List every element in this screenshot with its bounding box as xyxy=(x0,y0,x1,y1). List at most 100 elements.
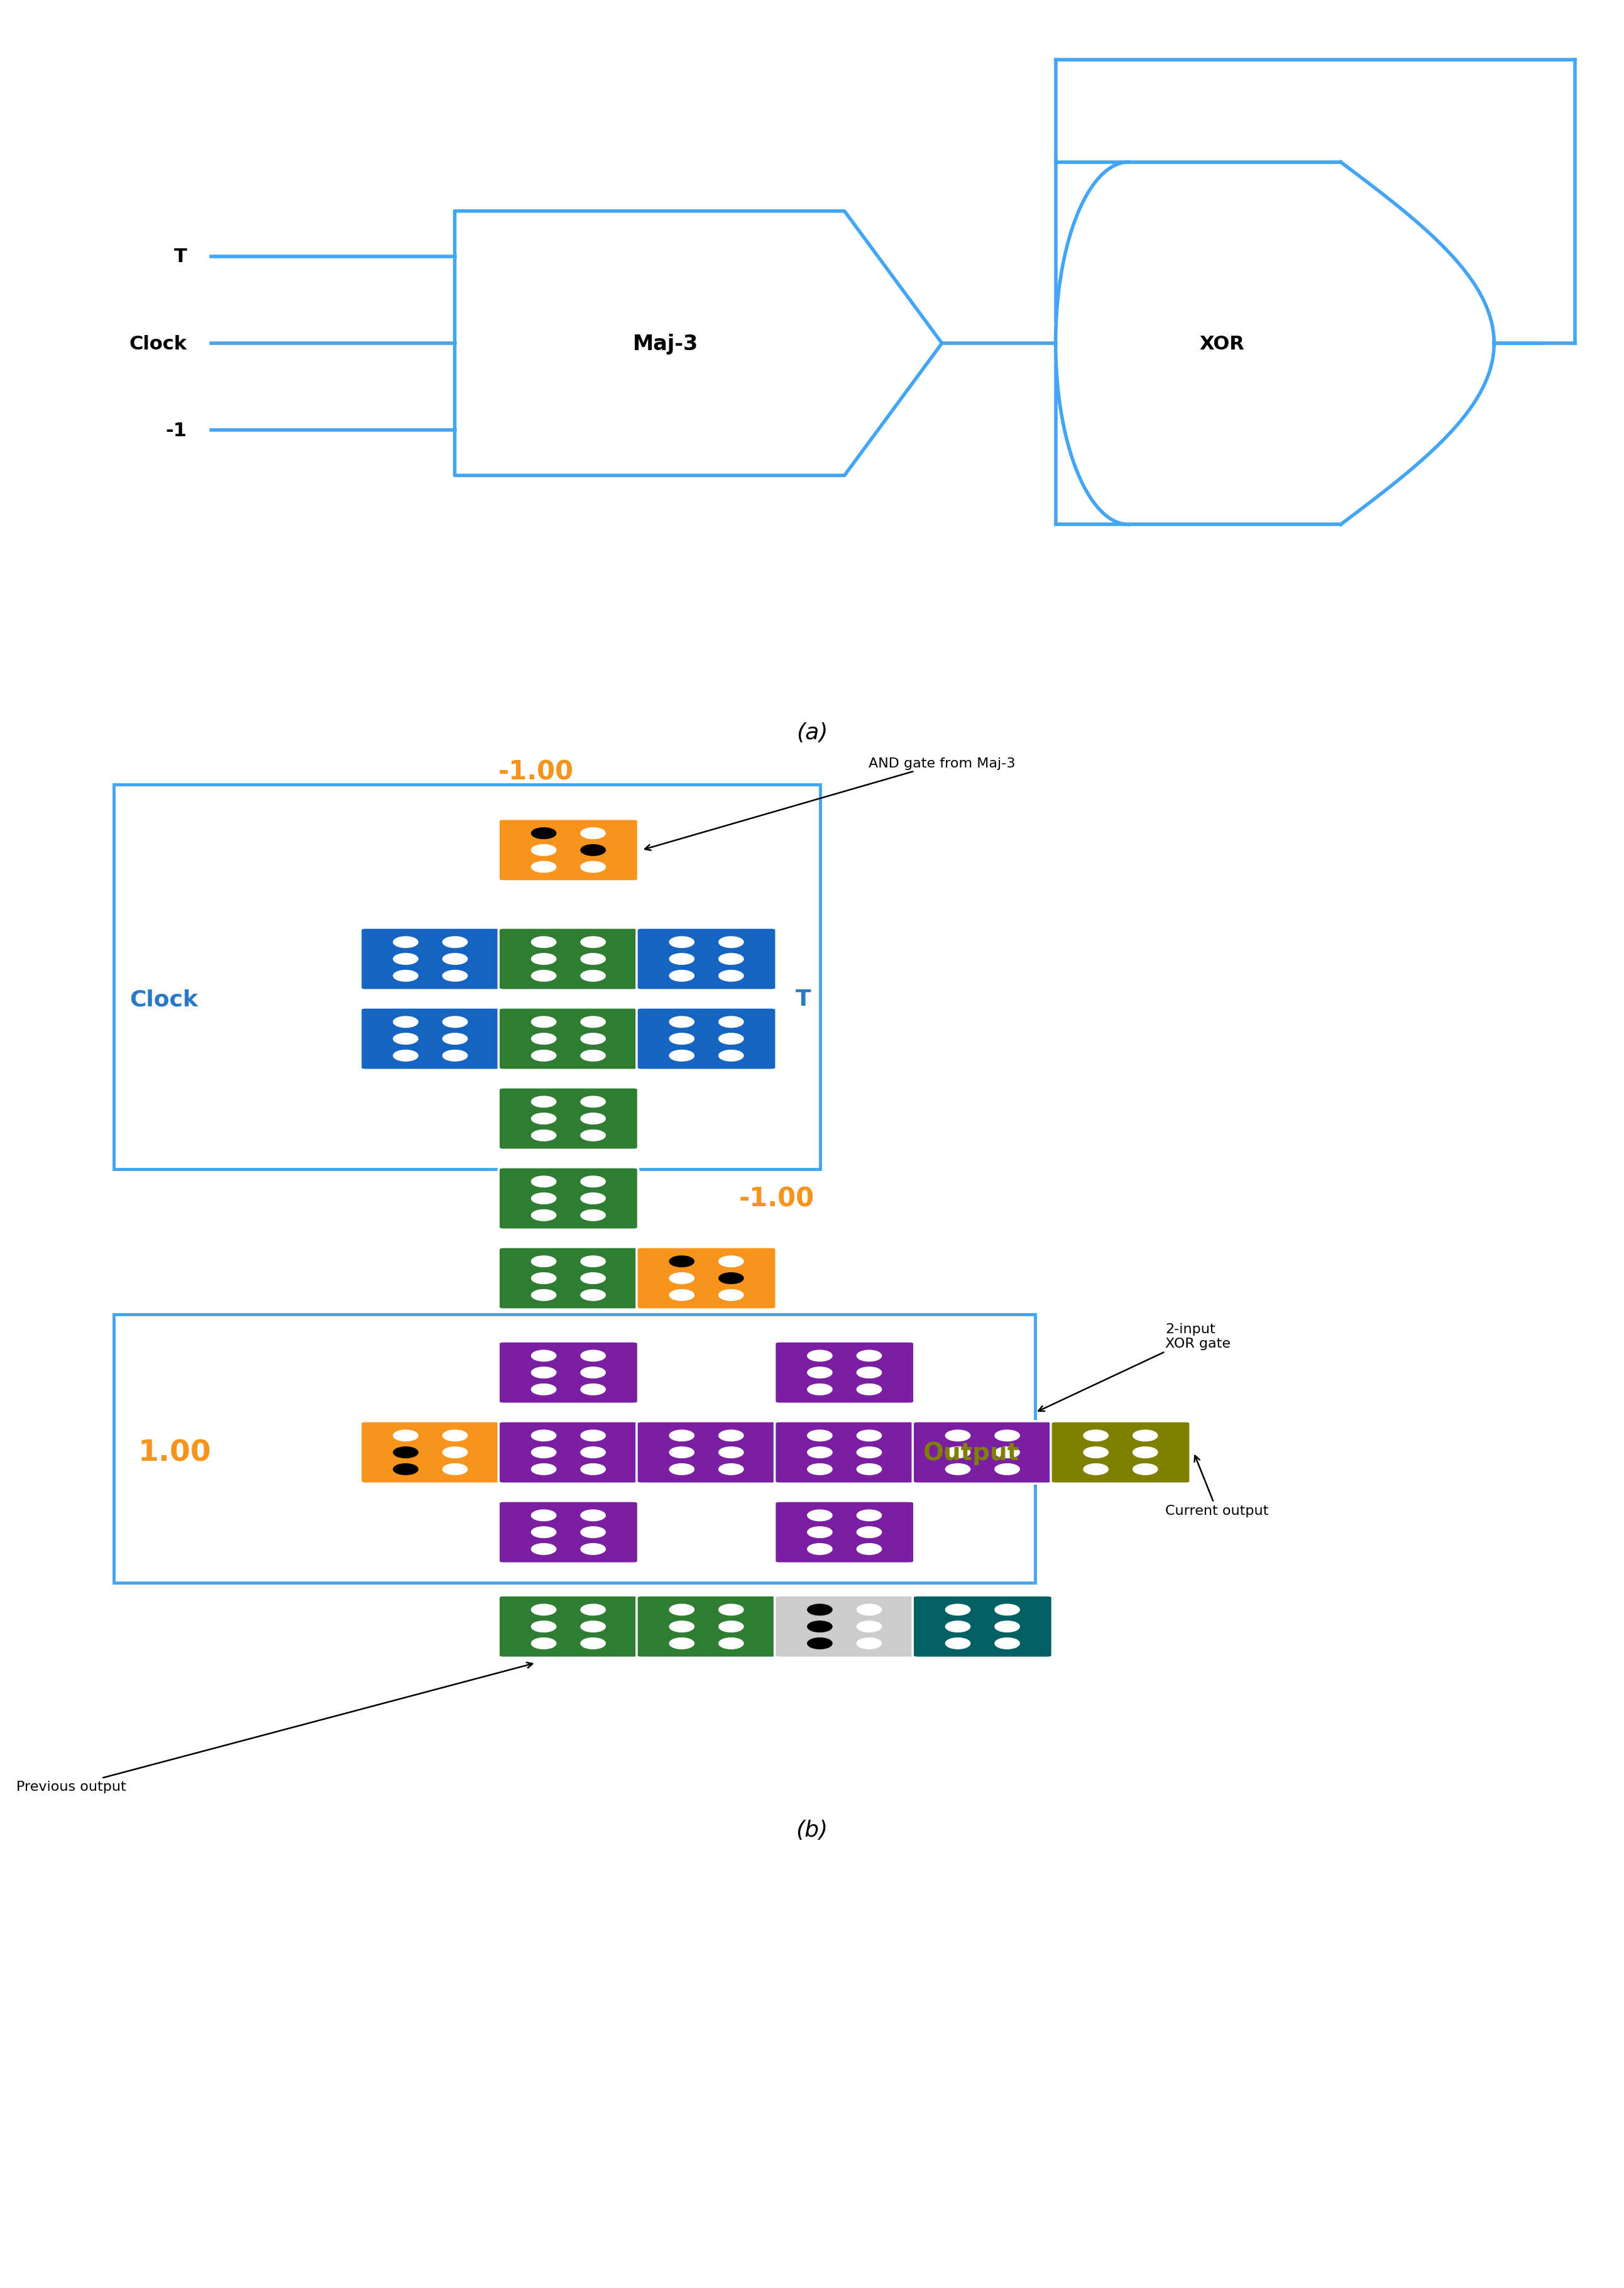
Circle shape xyxy=(581,1016,606,1027)
Circle shape xyxy=(669,1290,693,1302)
Circle shape xyxy=(1134,1430,1158,1441)
FancyBboxPatch shape xyxy=(361,1009,500,1071)
Circle shape xyxy=(669,1464,693,1476)
Circle shape xyxy=(996,1446,1020,1457)
FancyBboxPatch shape xyxy=(637,1421,776,1485)
Circle shape xyxy=(945,1464,970,1476)
Circle shape xyxy=(719,970,744,982)
Circle shape xyxy=(531,1510,555,1522)
Circle shape xyxy=(719,1604,744,1615)
Circle shape xyxy=(996,1604,1020,1615)
FancyBboxPatch shape xyxy=(775,1341,914,1405)
Circle shape xyxy=(443,1446,468,1457)
Circle shape xyxy=(807,1446,831,1457)
Circle shape xyxy=(531,1350,555,1361)
Circle shape xyxy=(581,1192,606,1203)
Circle shape xyxy=(669,1272,693,1284)
FancyBboxPatch shape xyxy=(775,1595,914,1659)
Circle shape xyxy=(807,1430,831,1441)
Circle shape xyxy=(857,1430,882,1441)
Circle shape xyxy=(581,844,606,856)
Circle shape xyxy=(1134,1446,1158,1457)
FancyBboxPatch shape xyxy=(499,1341,638,1405)
FancyBboxPatch shape xyxy=(499,929,638,991)
Circle shape xyxy=(531,863,555,872)
Circle shape xyxy=(581,1176,606,1187)
Circle shape xyxy=(531,1016,555,1027)
Text: Maj-3: Maj-3 xyxy=(633,334,698,355)
Circle shape xyxy=(531,1368,555,1377)
Circle shape xyxy=(719,1464,744,1476)
Circle shape xyxy=(531,1114,555,1123)
Circle shape xyxy=(1083,1446,1108,1457)
Circle shape xyxy=(531,1176,555,1187)
Circle shape xyxy=(807,1638,831,1650)
Circle shape xyxy=(669,1050,693,1062)
Circle shape xyxy=(581,863,606,872)
Circle shape xyxy=(531,1464,555,1476)
Circle shape xyxy=(857,1638,882,1650)
Circle shape xyxy=(531,1430,555,1441)
Circle shape xyxy=(669,1446,693,1457)
FancyBboxPatch shape xyxy=(499,1247,638,1309)
Circle shape xyxy=(581,938,606,947)
Circle shape xyxy=(719,1638,744,1650)
Text: Output: Output xyxy=(922,1441,1020,1464)
Circle shape xyxy=(531,844,555,856)
Circle shape xyxy=(669,1638,693,1650)
Circle shape xyxy=(443,954,468,966)
Circle shape xyxy=(996,1622,1020,1631)
Circle shape xyxy=(581,1050,606,1062)
Circle shape xyxy=(857,1446,882,1457)
FancyBboxPatch shape xyxy=(1051,1421,1190,1485)
Circle shape xyxy=(393,1464,417,1476)
FancyBboxPatch shape xyxy=(913,1421,1052,1485)
Circle shape xyxy=(669,938,693,947)
Circle shape xyxy=(719,1290,744,1302)
Circle shape xyxy=(807,1526,831,1538)
Circle shape xyxy=(531,970,555,982)
Circle shape xyxy=(945,1604,970,1615)
Circle shape xyxy=(719,1272,744,1284)
Circle shape xyxy=(581,828,606,840)
Circle shape xyxy=(1083,1430,1108,1441)
FancyBboxPatch shape xyxy=(499,1167,638,1231)
Circle shape xyxy=(581,1510,606,1522)
Text: Clock: Clock xyxy=(130,988,198,1009)
Circle shape xyxy=(581,1526,606,1538)
Circle shape xyxy=(531,1384,555,1396)
Circle shape xyxy=(581,1256,606,1268)
Circle shape xyxy=(945,1446,970,1457)
FancyBboxPatch shape xyxy=(499,1087,638,1151)
Circle shape xyxy=(857,1368,882,1377)
Circle shape xyxy=(719,954,744,966)
Circle shape xyxy=(393,1446,417,1457)
Circle shape xyxy=(531,1604,555,1615)
Circle shape xyxy=(443,1430,468,1441)
Circle shape xyxy=(581,1622,606,1631)
Text: XOR: XOR xyxy=(1200,334,1244,352)
FancyBboxPatch shape xyxy=(637,929,776,991)
Circle shape xyxy=(669,970,693,982)
Circle shape xyxy=(719,1016,744,1027)
Circle shape xyxy=(581,1034,606,1046)
Circle shape xyxy=(443,1034,468,1046)
Circle shape xyxy=(807,1464,831,1476)
Circle shape xyxy=(531,1622,555,1631)
Circle shape xyxy=(581,1272,606,1284)
Circle shape xyxy=(807,1622,831,1631)
Circle shape xyxy=(669,1034,693,1046)
Circle shape xyxy=(1083,1464,1108,1476)
Circle shape xyxy=(443,1464,468,1476)
Circle shape xyxy=(857,1384,882,1396)
Circle shape xyxy=(719,938,744,947)
Text: 2-input
XOR gate: 2-input XOR gate xyxy=(1038,1322,1231,1412)
Circle shape xyxy=(669,1016,693,1027)
Circle shape xyxy=(857,1622,882,1631)
Text: AND gate from Maj-3: AND gate from Maj-3 xyxy=(645,757,1015,851)
Text: Current output: Current output xyxy=(1166,1455,1268,1517)
Circle shape xyxy=(945,1430,970,1441)
Circle shape xyxy=(531,1256,555,1268)
Circle shape xyxy=(581,1446,606,1457)
Circle shape xyxy=(581,1430,606,1441)
